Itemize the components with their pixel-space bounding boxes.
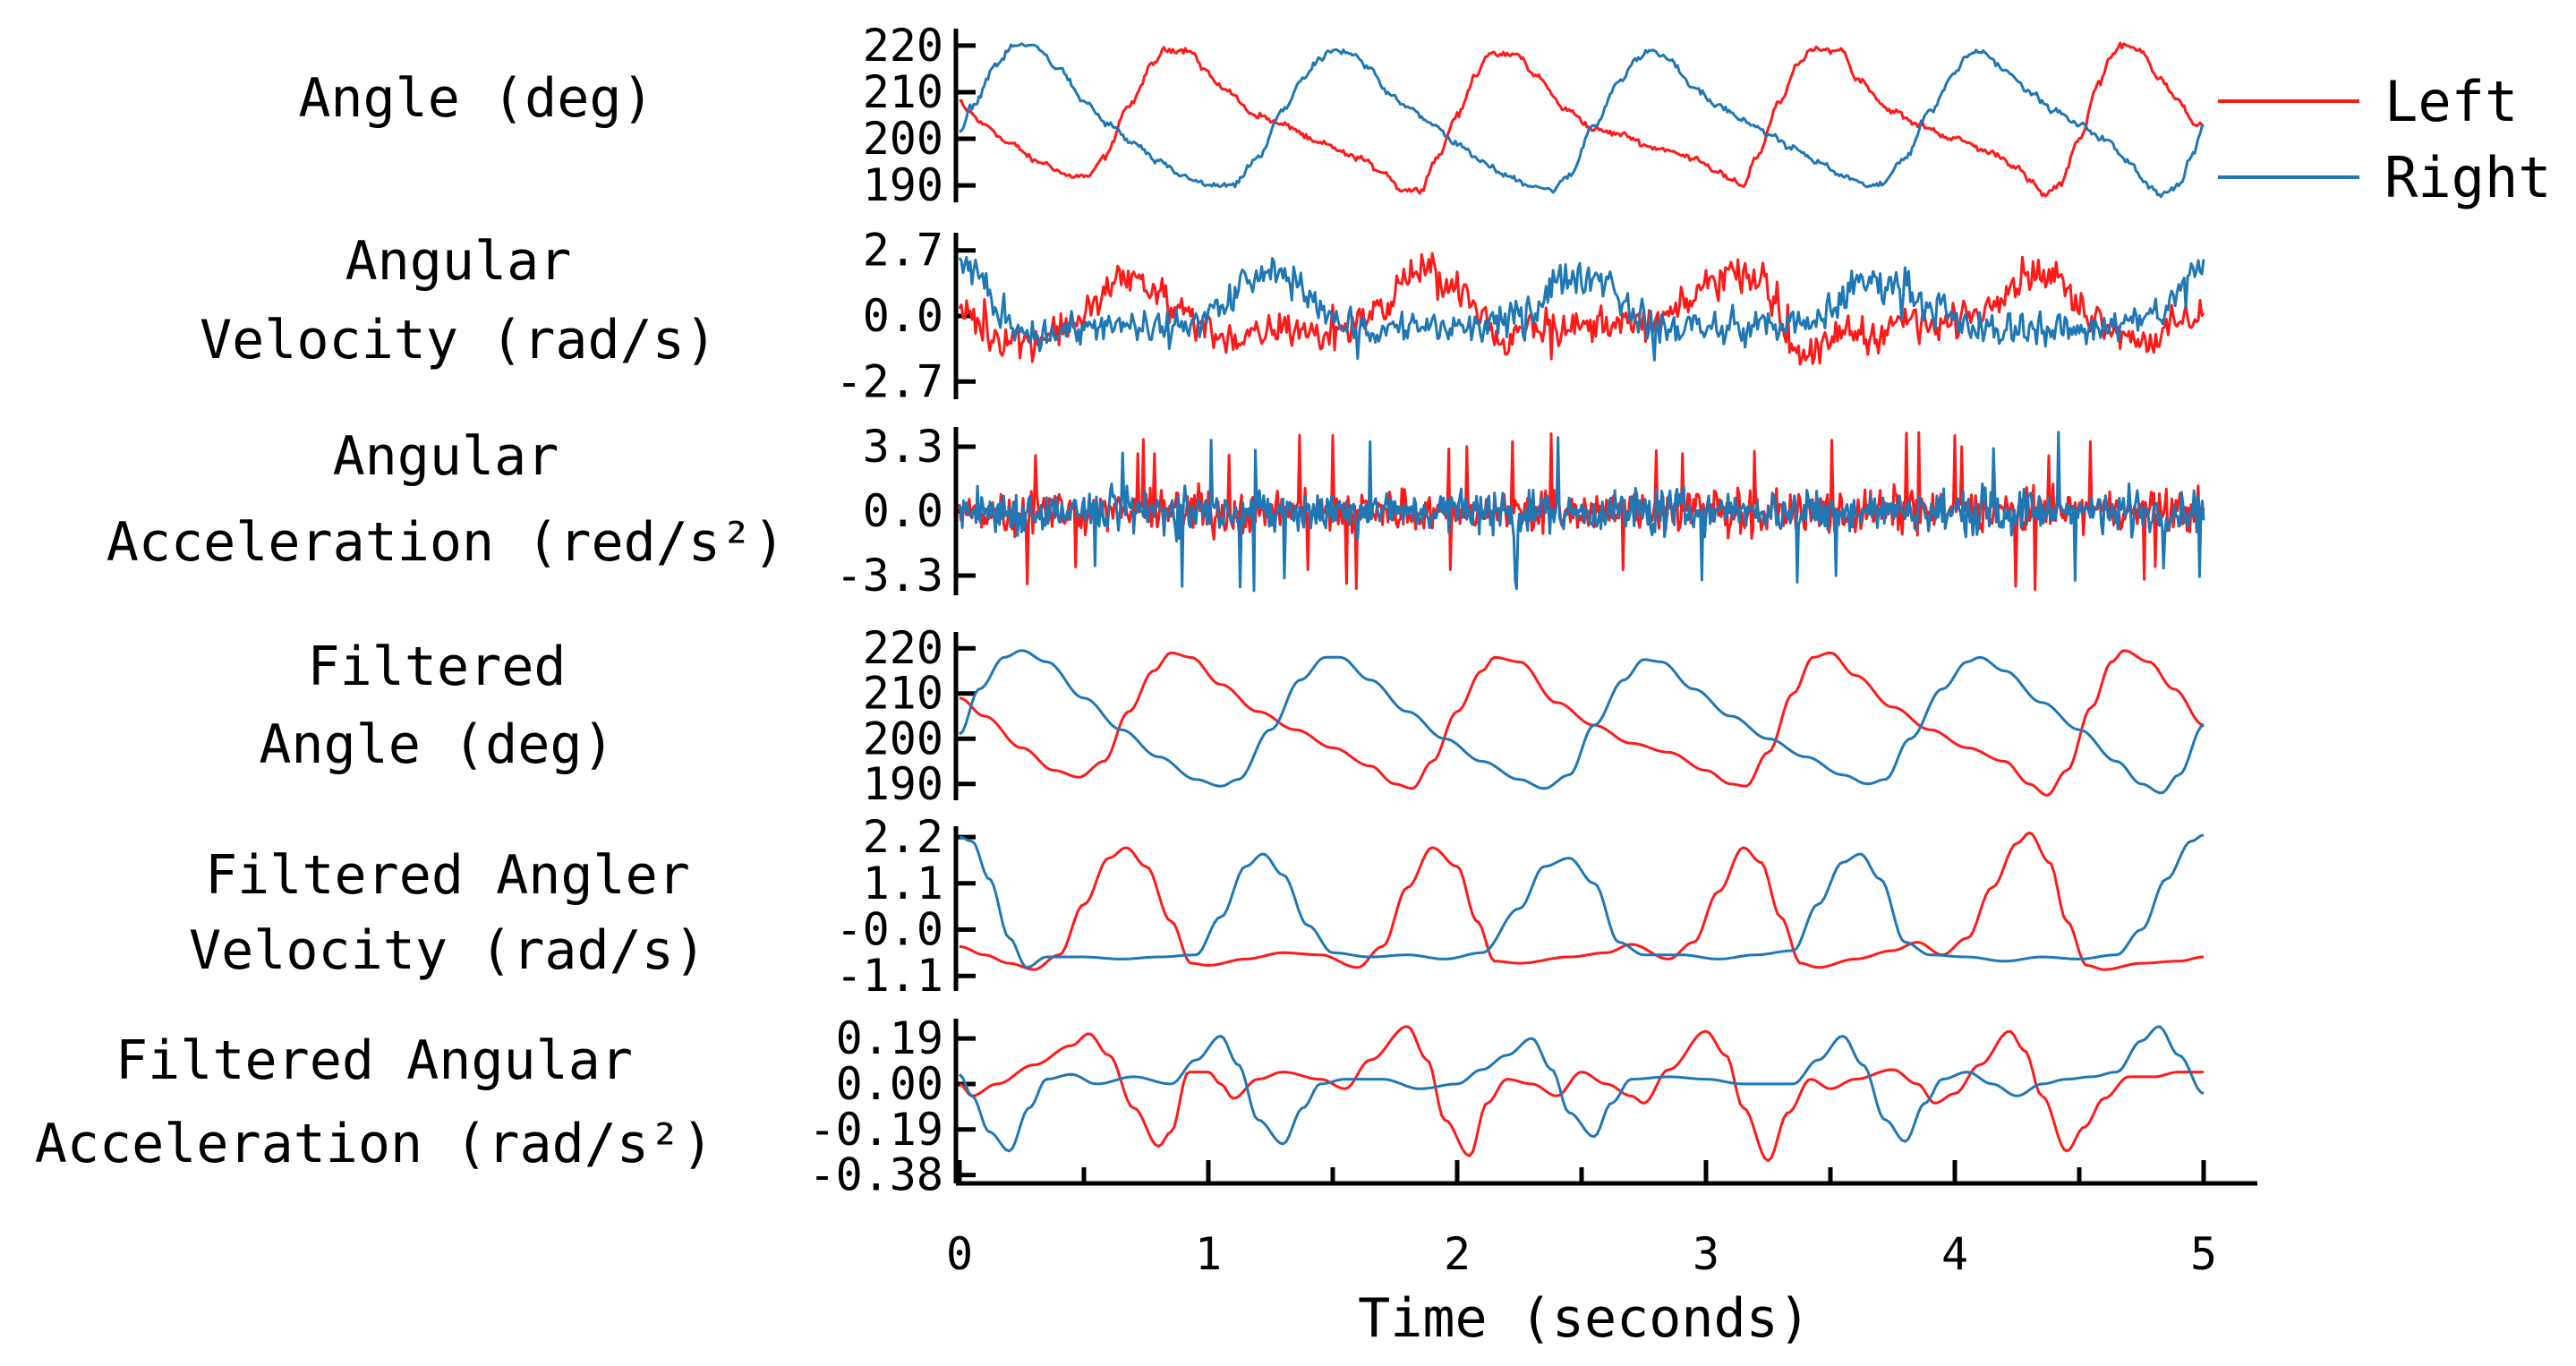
x-tick-label: 1 xyxy=(1195,1228,1222,1280)
series-line-right xyxy=(959,833,2205,969)
y-tick-label: 0.0 xyxy=(863,290,943,342)
panel-label-filtered-angular-velocity: Filtered Angler xyxy=(205,844,690,907)
panel-label-filtered-angular-acceleration: Acceleration (rad/s²) xyxy=(35,1113,714,1175)
y-tick-label: -2.7 xyxy=(836,355,943,407)
panel-label-filtered-angle: Angle (deg) xyxy=(259,713,614,776)
series-line-left xyxy=(959,831,2205,971)
panel-filtered-angular-acceleration: Filtered Angular Acceleration (rad/s²) -0.… xyxy=(35,1012,2205,1201)
panel-label-angle: Angle (deg) xyxy=(298,67,653,130)
x-axis: 0 1 2 3 4 5 Time (seconds) xyxy=(946,1160,2257,1350)
panel-label-angular-velocity: Angular xyxy=(345,230,572,293)
series-line-left xyxy=(958,252,2205,366)
x-axis-title: Time (seconds) xyxy=(1358,1287,1811,1350)
series-line-right xyxy=(958,1025,2205,1153)
series-line-left xyxy=(959,41,2205,198)
y-tick-label: 2.7 xyxy=(863,225,943,277)
y-tick-label: 210 xyxy=(863,668,943,720)
y-tick-label: -0.19 xyxy=(808,1104,943,1156)
y-tick-label: 190 xyxy=(863,758,943,810)
y-tick-label: 200 xyxy=(863,713,943,764)
y-tick-label: 190 xyxy=(863,159,943,211)
y-tick-label: 1.1 xyxy=(863,858,943,909)
x-tick-label: 0 xyxy=(946,1228,973,1280)
series-line-left xyxy=(959,1025,2204,1163)
y-tick-label: 0.0 xyxy=(863,485,943,537)
x-tick-label: 4 xyxy=(1941,1228,1968,1280)
series-line-right xyxy=(959,42,2205,199)
y-tick-label: 220 xyxy=(863,20,943,72)
x-tick-label: 2 xyxy=(1444,1228,1471,1280)
y-tick-label: 0.19 xyxy=(836,1012,943,1064)
y-tick-label: -0.38 xyxy=(808,1149,943,1201)
panel-filtered-angular-velocity: Filtered Angler Velocity (rad/s) -1.1-0.01… xyxy=(189,811,2205,1002)
y-tick-label: 200 xyxy=(863,113,943,165)
panel-label-filtered-angle: Filtered xyxy=(308,636,567,698)
y-tick-label: -0.0 xyxy=(836,904,943,956)
legend-label: Left xyxy=(2384,69,2518,134)
y-tick-label: -1.1 xyxy=(836,950,943,1002)
series-line-left xyxy=(959,649,2205,797)
legend: Left Right xyxy=(2218,69,2552,210)
panel-label-angular-acceleration: Angular xyxy=(333,425,559,488)
panel-angular-acceleration: Angular Acceleration (red/s²) -3.3 0.0 3.3 xyxy=(107,421,2205,602)
x-tick-label: 5 xyxy=(2190,1228,2217,1280)
panel-label-angular-velocity: Velocity (rad/s) xyxy=(200,309,717,371)
y-tick-label: 220 xyxy=(863,622,943,674)
panel-angular-velocity: Angular Velocity (rad/s) -2.7 0.0 2.7 xyxy=(200,225,2205,407)
y-tick-label: 210 xyxy=(863,66,943,118)
y-tick-label: 0.00 xyxy=(836,1058,943,1110)
x-tick-label: 3 xyxy=(1693,1228,1719,1280)
series-line-right xyxy=(958,431,2205,593)
legend-item-right: Right xyxy=(2218,145,2552,210)
series-line-right xyxy=(959,649,2205,795)
legend-item-left: Left xyxy=(2218,69,2518,134)
y-tick-label: 3.3 xyxy=(863,421,943,473)
panel-label-angular-acceleration: Acceleration (red/s²) xyxy=(107,511,786,574)
y-tick-label: -3.3 xyxy=(836,550,943,602)
series-line-right xyxy=(958,256,2205,362)
y-tick-label: 2.2 xyxy=(863,811,943,863)
panel-label-filtered-angular-velocity: Velocity (rad/s) xyxy=(189,919,706,982)
legend-label: Right xyxy=(2384,145,2552,210)
panel-label-filtered-angular-acceleration: Filtered Angular xyxy=(115,1029,633,1092)
